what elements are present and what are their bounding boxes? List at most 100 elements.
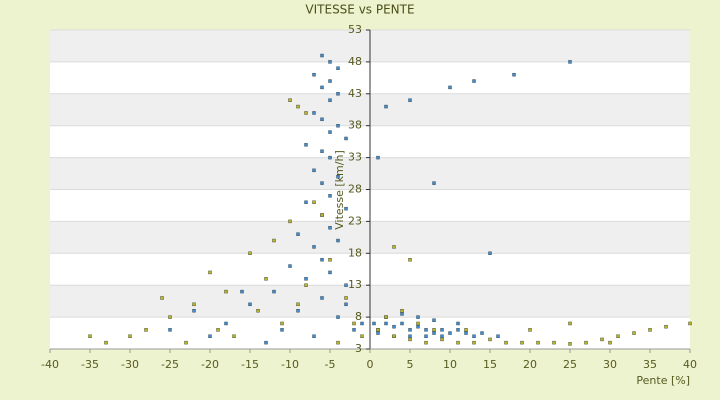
point: [400, 312, 404, 316]
y-tick-label: 8: [355, 310, 362, 323]
point: [392, 324, 396, 329]
point: [336, 175, 340, 179]
y-tick-label: 48: [348, 55, 362, 68]
point: [344, 283, 348, 287]
point: [320, 181, 324, 185]
point: [288, 219, 292, 224]
point: [328, 226, 332, 230]
point: [208, 270, 212, 275]
point: [376, 331, 380, 335]
point: [424, 334, 428, 338]
point: [440, 337, 444, 342]
point: [568, 342, 572, 346]
point: [520, 340, 524, 345]
x-tick-label: 5: [407, 358, 414, 371]
point: [320, 53, 324, 58]
point: [296, 232, 300, 236]
point: [552, 340, 556, 345]
point: [432, 318, 436, 322]
point: [488, 337, 492, 342]
point: [312, 72, 316, 77]
point: [480, 331, 484, 335]
y-tick-label: 23: [348, 214, 362, 227]
point: [344, 296, 348, 300]
x-tick-label: 40: [683, 358, 697, 371]
x-tick-label: -5: [325, 358, 336, 371]
point: [336, 123, 340, 128]
point: [512, 72, 516, 77]
y-tick-label: 28: [348, 183, 362, 196]
y-tick-label: 38: [348, 119, 362, 132]
x-axis-title: Pente [%]: [636, 374, 690, 387]
point: [304, 277, 308, 281]
point: [168, 328, 172, 332]
point: [336, 340, 340, 345]
point: [408, 257, 412, 262]
point: [432, 331, 436, 335]
point: [248, 251, 252, 256]
point: [328, 257, 332, 262]
x-tick-label: 10: [443, 358, 457, 371]
point: [376, 328, 380, 332]
point: [144, 328, 148, 332]
point: [336, 66, 340, 70]
point: [376, 155, 380, 160]
point: [472, 340, 476, 345]
point: [304, 200, 308, 204]
point: [264, 277, 268, 281]
point: [424, 328, 428, 332]
point: [192, 309, 196, 313]
point: [456, 340, 460, 345]
point: [328, 60, 332, 64]
point: [568, 60, 572, 64]
point: [408, 98, 412, 102]
point: [160, 296, 164, 300]
point: [328, 98, 332, 102]
point: [496, 334, 500, 338]
point: [408, 328, 412, 332]
y-axis-title: Vitesse [km/h]: [333, 150, 346, 230]
point: [600, 337, 604, 342]
point: [584, 340, 588, 345]
point: [344, 136, 348, 141]
chart-title: VITESSE vs PENTE: [305, 3, 414, 17]
x-tick-label: 20: [523, 358, 537, 371]
point: [184, 340, 188, 345]
point: [168, 315, 172, 319]
point: [456, 328, 460, 332]
point: [464, 331, 468, 335]
point: [536, 340, 540, 345]
point: [224, 321, 228, 326]
point: [296, 309, 300, 313]
point: [528, 328, 532, 332]
point: [296, 104, 300, 109]
point: [328, 130, 332, 134]
point: [632, 331, 636, 335]
point: [264, 340, 268, 345]
point: [248, 302, 252, 307]
point: [432, 328, 436, 332]
y-tick-label: 43: [348, 87, 362, 100]
point: [472, 79, 476, 83]
point: [408, 334, 412, 338]
point: [352, 328, 356, 332]
point: [416, 315, 420, 319]
point: [280, 328, 284, 332]
point: [336, 92, 340, 96]
point: [208, 334, 212, 338]
point: [312, 168, 316, 173]
point: [240, 289, 244, 294]
point: [472, 334, 476, 338]
point: [320, 85, 324, 90]
point: [400, 321, 404, 326]
point: [320, 296, 324, 300]
point: [288, 98, 292, 102]
point: [416, 321, 420, 326]
point: [664, 324, 668, 329]
point: [304, 111, 308, 115]
point: [128, 334, 132, 338]
point: [648, 328, 652, 332]
point: [216, 328, 220, 332]
x-tick-label: 30: [603, 358, 617, 371]
point: [320, 117, 324, 122]
